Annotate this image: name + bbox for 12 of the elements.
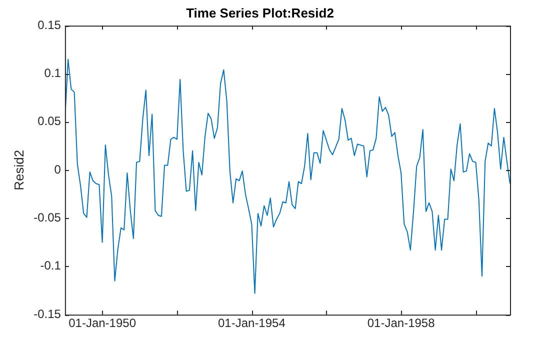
chart-title: Time Series Plot:Resid2 bbox=[186, 5, 334, 20]
y-tick-label: -0.05 bbox=[34, 210, 62, 225]
y-tick-label: -0.15 bbox=[34, 306, 62, 321]
x-tick-label: 01-Jan-1958 bbox=[367, 316, 436, 330]
y-tick-label: 0.05 bbox=[38, 114, 62, 128]
x-tick-label: 01-Jan-1954 bbox=[218, 316, 286, 330]
y-tick-label: 0.15 bbox=[38, 18, 62, 32]
y-tick-label: -0.1 bbox=[40, 258, 62, 273]
y-tick-label: 0 bbox=[54, 162, 62, 176]
y-axis-title: Resid2 bbox=[11, 150, 26, 190]
x-tick-label: 01-Jan-1950 bbox=[68, 316, 136, 330]
y-tick-label: 0.1 bbox=[44, 66, 62, 80]
